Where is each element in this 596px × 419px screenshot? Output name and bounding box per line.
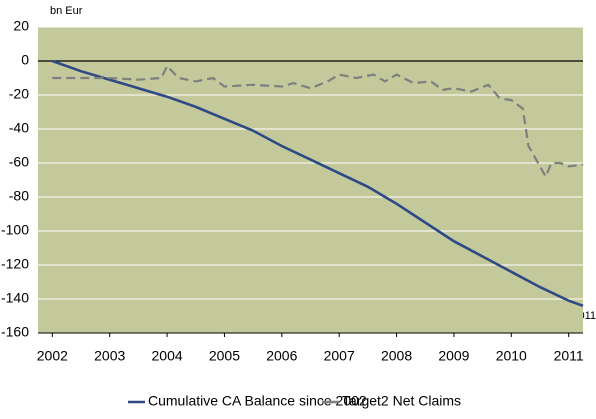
y-axis-label: bn Eur [50,5,83,17]
series-line [51,59,584,308]
x-tick-label: 2002 [37,348,68,364]
x-tick-label: 2003 [94,348,125,364]
plot-area [38,27,583,333]
y-tick-label: -120 [1,256,29,272]
y-tick-label: -60 [9,154,29,170]
x-tick-label: 2009 [438,348,469,364]
y-tick-label: -100 [1,222,29,238]
y-tick-label: -20 [9,86,29,102]
x-tick-label: 2004 [152,348,183,364]
y-tick-label: -80 [9,188,29,204]
x-tick-label: 2007 [324,348,355,364]
x-tick-label: 2010 [496,348,527,364]
y-tick-label: -160 [1,324,29,340]
y-tick-label: 20 [13,18,29,34]
y-tick-label: -140 [1,290,29,306]
y-tick-label: 0 [21,52,29,68]
x-tick-label: 2008 [381,348,412,364]
y-tick-label: -40 [9,120,29,136]
series-line [52,64,584,180]
legend-label: Cumulative CA Balance since 2002 [148,393,367,409]
legend-label: Target2 Net Claims [342,393,461,409]
x-tick-label: 2005 [209,348,240,364]
x-tick-label: 2006 [266,348,297,364]
x-tick-label: 2011 [554,348,584,364]
